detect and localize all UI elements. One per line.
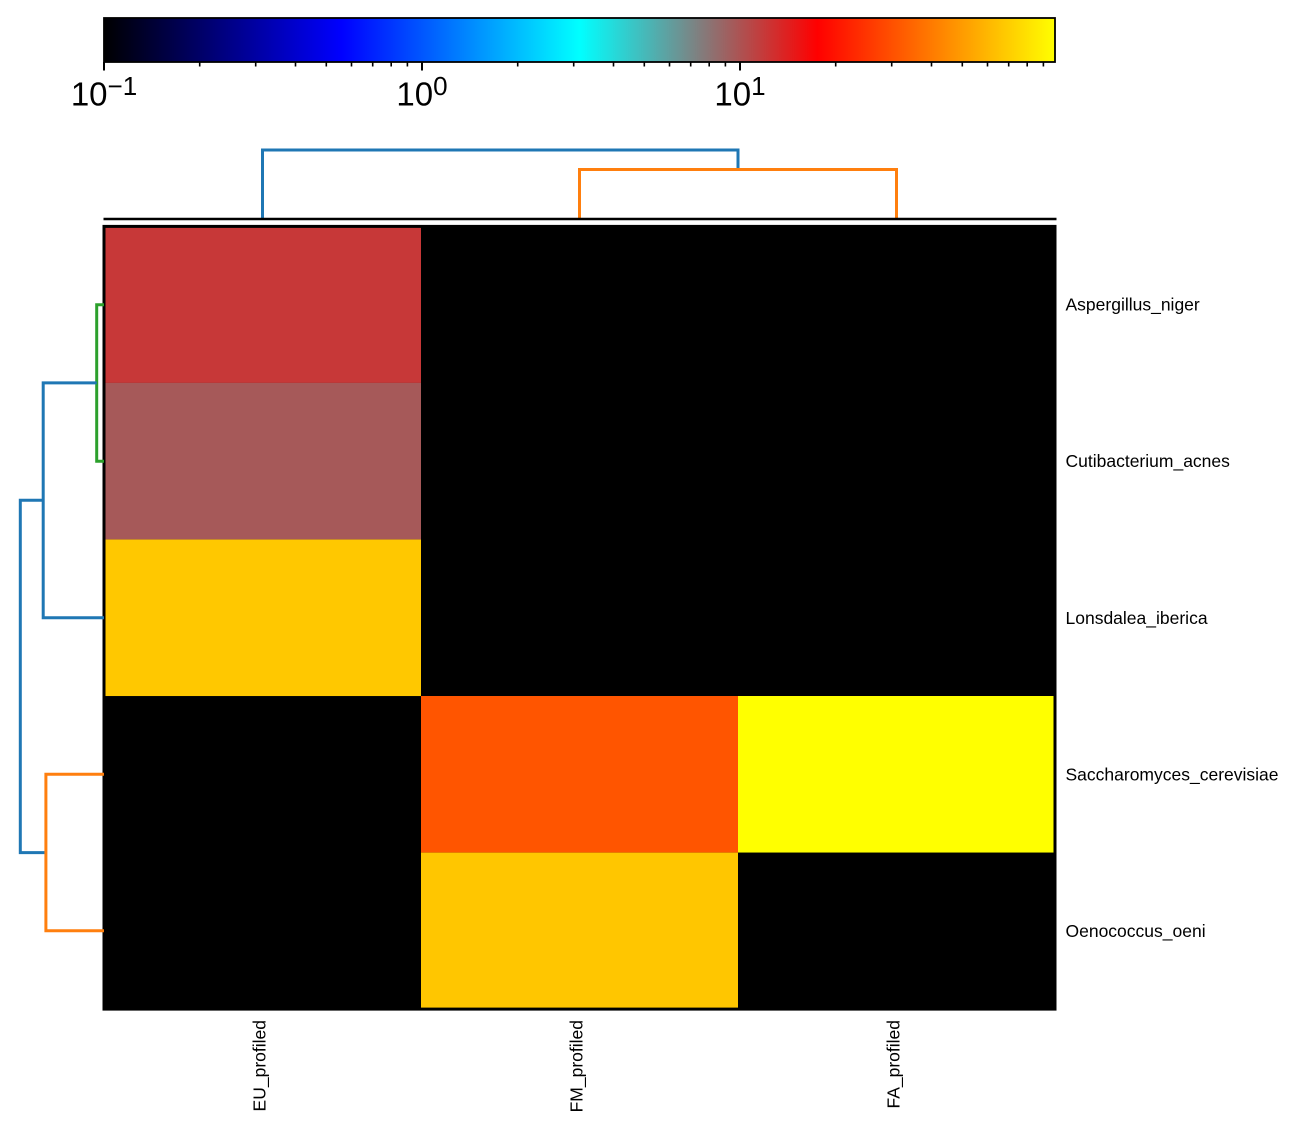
- svg-text:Saccharomyces_cerevisiae: Saccharomyces_cerevisiae: [1066, 764, 1279, 785]
- svg-text:FM_profiled: FM_profiled: [567, 1020, 588, 1112]
- svg-text:FA_profiled: FA_profiled: [884, 1020, 905, 1109]
- svg-text:EU_profiled: EU_profiled: [250, 1020, 271, 1111]
- svg-text:100: 100: [396, 71, 447, 113]
- svg-text:10−1: 10−1: [71, 71, 137, 113]
- svg-text:101: 101: [714, 71, 765, 113]
- svg-text:Oenococcus_oeni: Oenococcus_oeni: [1066, 921, 1206, 942]
- svg-text:Aspergillus_niger: Aspergillus_niger: [1066, 295, 1200, 316]
- svg-text:Lonsdalea_iberica: Lonsdalea_iberica: [1066, 608, 1208, 629]
- svg-text:Cutibacterium_acnes: Cutibacterium_acnes: [1066, 451, 1231, 472]
